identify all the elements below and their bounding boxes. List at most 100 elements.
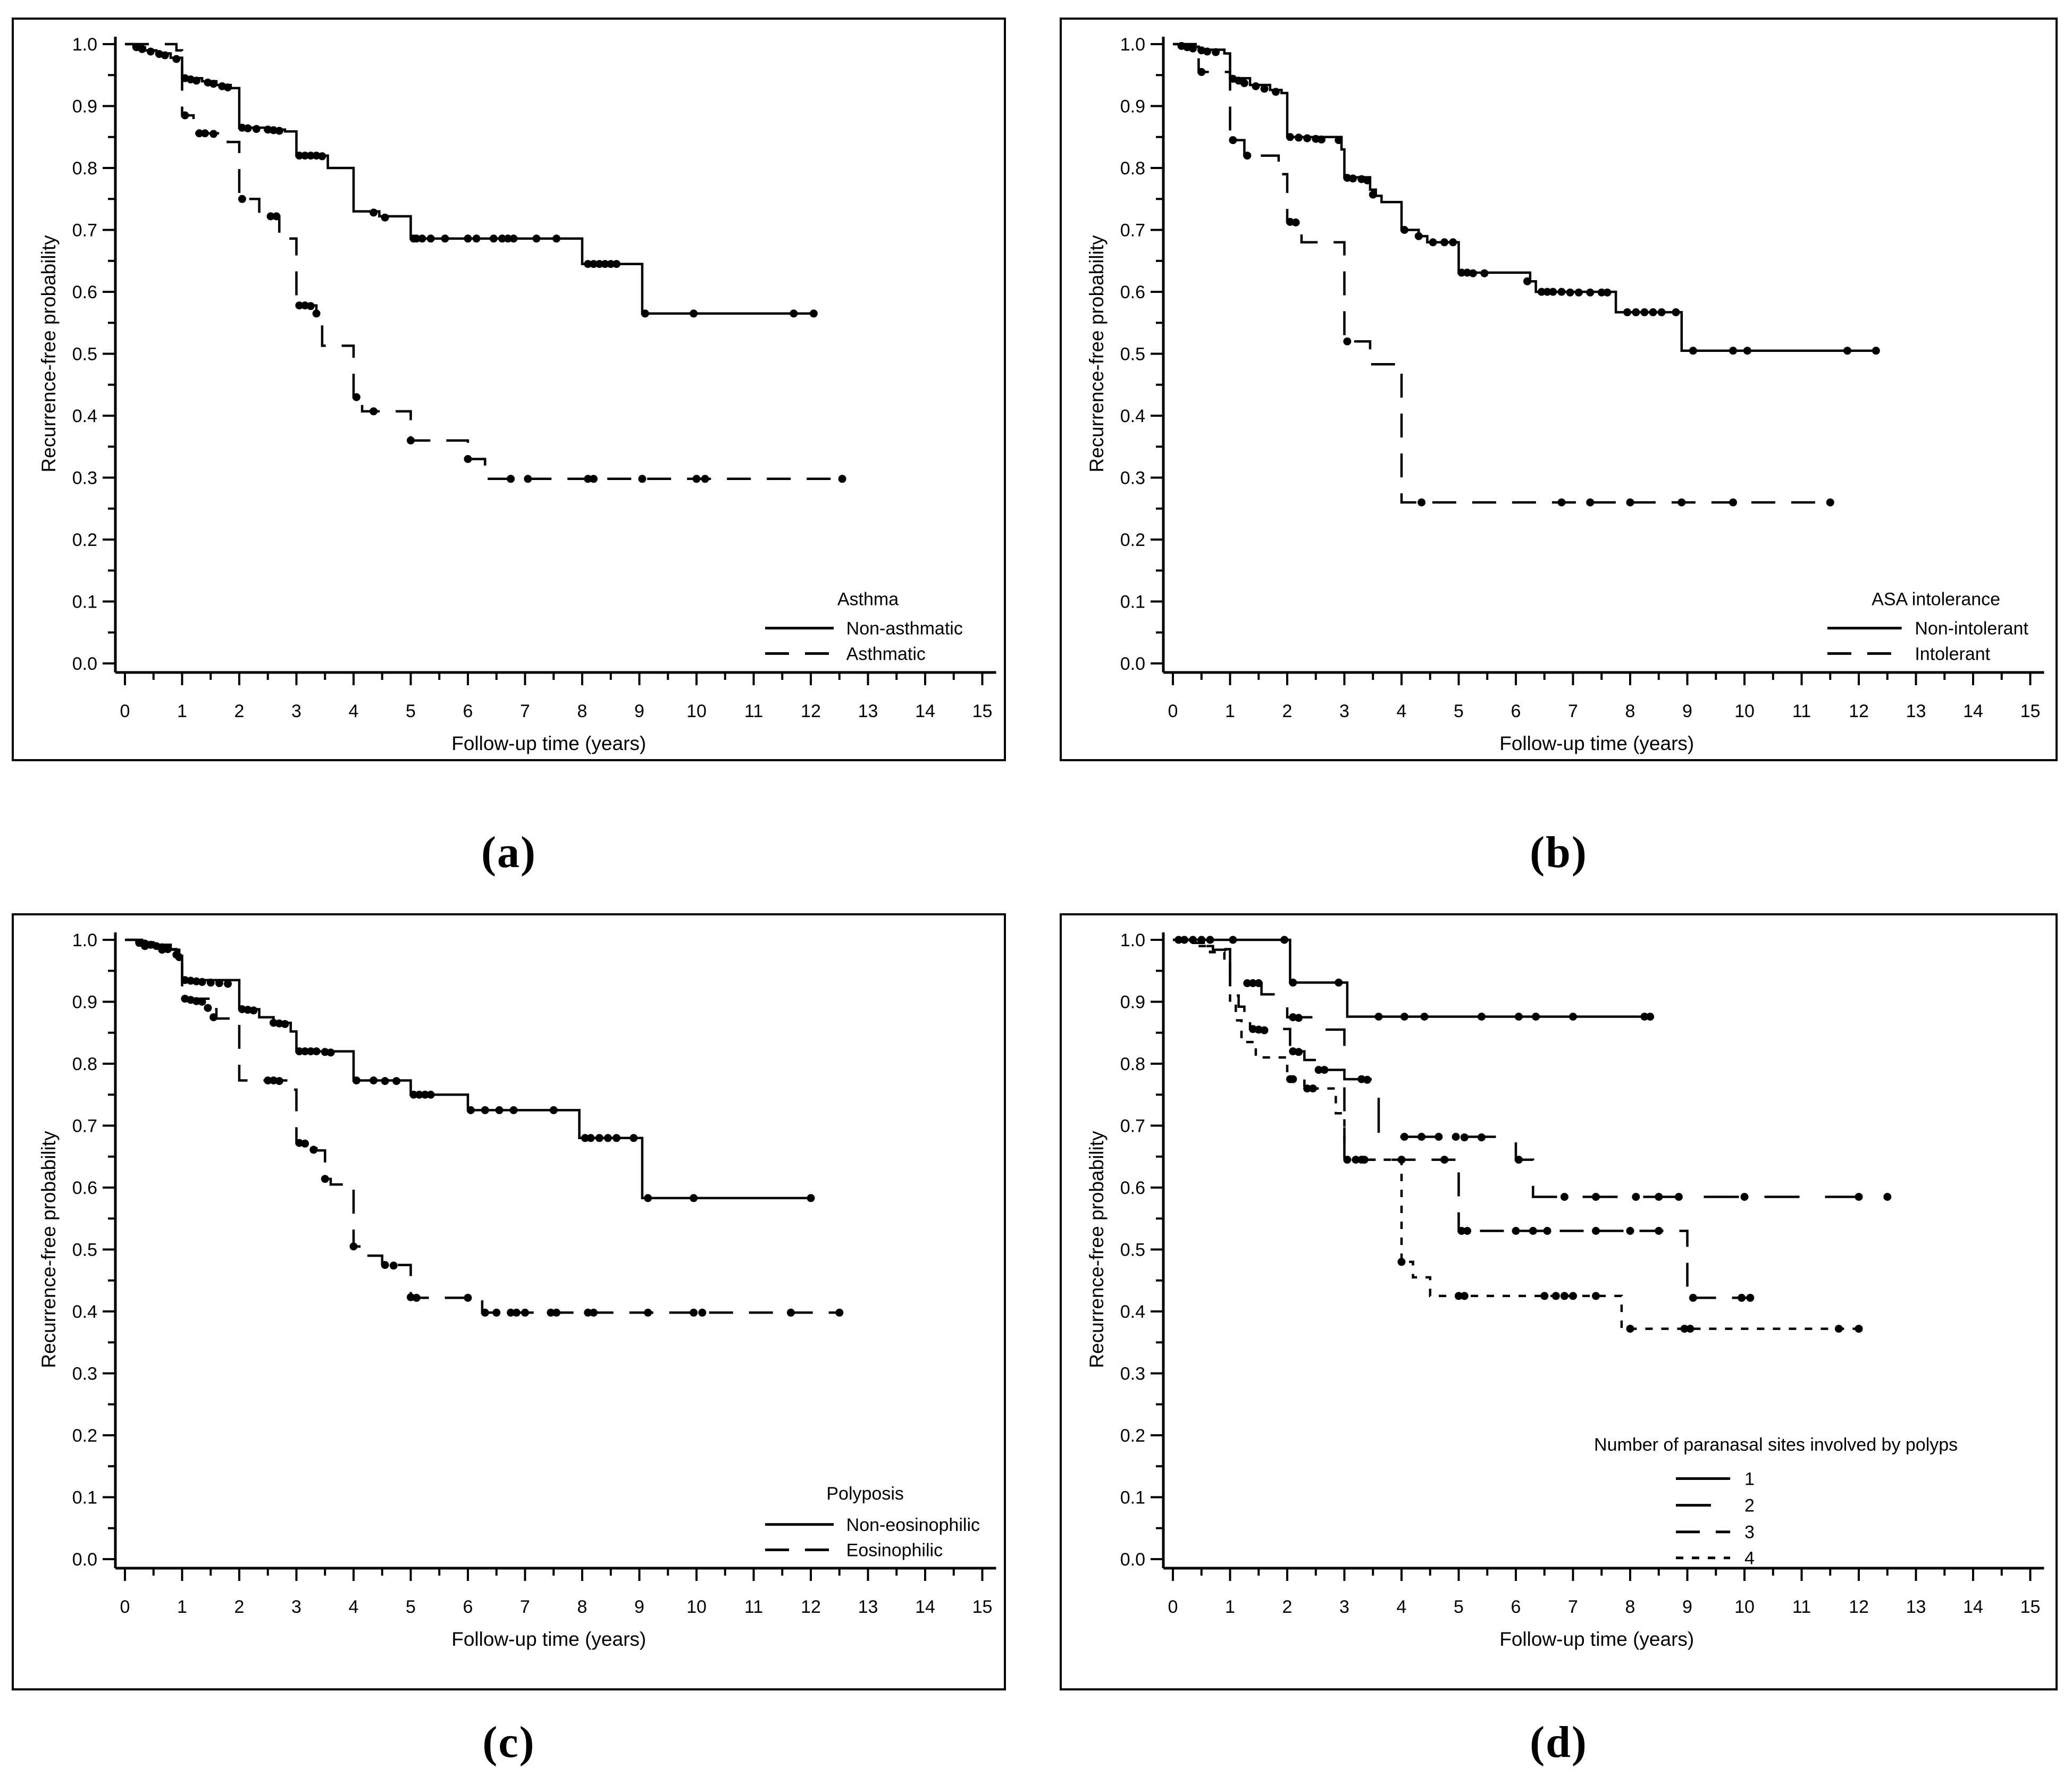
censor-mark bbox=[1349, 174, 1357, 183]
censor-mark bbox=[595, 260, 603, 268]
censor-mark bbox=[524, 475, 532, 483]
x-tick-label: 12 bbox=[801, 701, 821, 721]
panel-c-caption: (c) bbox=[12, 1704, 1006, 1781]
y-tick-label: 0.6 bbox=[1120, 282, 1145, 302]
legend-item-label: 1 bbox=[1744, 1469, 1755, 1490]
censor-mark bbox=[547, 1308, 555, 1317]
censor-mark bbox=[552, 1308, 561, 1317]
censor-mark bbox=[509, 1106, 518, 1114]
x-tick-label: 5 bbox=[406, 701, 416, 721]
censor-mark bbox=[492, 1308, 501, 1317]
censor-mark bbox=[426, 234, 435, 243]
censor-mark bbox=[1455, 1292, 1463, 1300]
censor-mark bbox=[807, 1194, 815, 1202]
censor-mark bbox=[1543, 288, 1551, 296]
y-tick-label: 0.7 bbox=[72, 221, 97, 241]
panel-c: 1.0 0.9 0.8 0.7 0.6 0.5 0.4 0.3 0.2 0.1 0.0 0 1 2 3 4 5 6… bbox=[12, 913, 1006, 1690]
censor-mark bbox=[1586, 498, 1595, 507]
censor-mark bbox=[312, 309, 321, 318]
x-tick-label: 6 bbox=[1511, 1597, 1521, 1617]
censor-mark bbox=[238, 195, 246, 203]
censor-mark bbox=[1291, 218, 1300, 226]
censor-mark bbox=[1514, 1013, 1523, 1021]
x-tick-label: 11 bbox=[1792, 701, 1811, 721]
censor-mark bbox=[1514, 1156, 1523, 1164]
x-tick-label: 8 bbox=[1625, 701, 1635, 721]
censor-mark bbox=[1512, 1227, 1520, 1235]
censor-mark bbox=[507, 1308, 515, 1317]
censor-mark bbox=[306, 1047, 315, 1056]
censor-mark bbox=[1435, 1133, 1443, 1141]
censor-mark bbox=[1480, 269, 1489, 277]
censor-mark bbox=[1574, 288, 1583, 297]
censor-mark bbox=[407, 436, 415, 445]
x-tick-label: 9 bbox=[1682, 701, 1692, 721]
censor-mark bbox=[201, 129, 209, 138]
censor-mark bbox=[464, 234, 472, 243]
censor-mark bbox=[1566, 288, 1574, 297]
censor-mark bbox=[318, 152, 326, 161]
censor-mark bbox=[1420, 1013, 1429, 1021]
censor-mark bbox=[1597, 288, 1606, 297]
censor-mark bbox=[206, 978, 215, 987]
y-tick-label: 1.0 bbox=[1120, 930, 1145, 950]
censor-mark bbox=[630, 1134, 638, 1142]
x-axis-title: Follow-up time (years) bbox=[451, 1628, 646, 1650]
censor-mark bbox=[1440, 238, 1449, 247]
x-tick-label: 8 bbox=[577, 701, 588, 721]
censor-mark bbox=[1592, 1193, 1600, 1201]
censor-mark bbox=[1674, 1193, 1683, 1201]
x-tick-label: 10 bbox=[686, 1597, 707, 1617]
censor-mark bbox=[309, 1146, 318, 1154]
y-axis-title: Recurrence-free probability bbox=[1086, 1131, 1108, 1368]
legend-item-label: 4 bbox=[1744, 1549, 1755, 1569]
panel-b-caption: (b) bbox=[1060, 812, 2058, 892]
censor-mark bbox=[495, 1106, 504, 1114]
censor-mark bbox=[790, 309, 798, 318]
censor-mark bbox=[389, 1261, 398, 1270]
legend-item-label: Intolerant bbox=[1915, 644, 1990, 664]
censor-mark bbox=[1560, 1292, 1568, 1300]
censor-mark bbox=[1551, 1292, 1560, 1300]
x-tick-label: 11 bbox=[1792, 1597, 1811, 1617]
censor-mark bbox=[1680, 1325, 1689, 1333]
legend-title: Asthma bbox=[837, 589, 899, 609]
x-tick-label: 3 bbox=[291, 701, 301, 721]
censor-mark bbox=[1532, 1013, 1540, 1021]
censor-mark bbox=[1632, 1193, 1640, 1201]
panel-d-caption-text: (d) bbox=[1530, 1718, 1588, 1767]
censor-mark bbox=[1440, 1156, 1449, 1164]
censor-mark bbox=[244, 124, 252, 132]
y-tick-label: 0.7 bbox=[72, 1116, 97, 1137]
censor-mark bbox=[1295, 1048, 1303, 1056]
x-tick-label: 15 bbox=[972, 1597, 993, 1617]
censor-mark bbox=[1335, 136, 1343, 145]
censor-mark bbox=[1569, 1292, 1577, 1300]
censor-mark bbox=[1280, 936, 1289, 944]
censor-mark bbox=[1357, 1156, 1366, 1164]
censor-mark bbox=[1260, 1026, 1269, 1034]
censor-mark bbox=[426, 1090, 435, 1099]
x-tick-label: 0 bbox=[120, 1597, 130, 1617]
censor-mark bbox=[409, 1090, 418, 1099]
censor-mark bbox=[1649, 308, 1657, 316]
censor-mark bbox=[1689, 347, 1697, 355]
x-tick-label: 13 bbox=[858, 1597, 878, 1617]
censor-mark bbox=[644, 1194, 652, 1202]
legend-item-label: Eosinophilic bbox=[846, 1541, 943, 1561]
censor-mark bbox=[1243, 152, 1252, 160]
censor-mark bbox=[1872, 347, 1880, 355]
censor-mark bbox=[224, 83, 232, 91]
censor-mark bbox=[204, 1004, 212, 1012]
x-axis-title: Follow-up time (years) bbox=[1499, 733, 1694, 754]
censor-mark bbox=[1254, 979, 1263, 987]
y-tick-label: 0.6 bbox=[72, 282, 97, 302]
x-tick-label: 11 bbox=[744, 701, 763, 721]
censor-mark bbox=[381, 1077, 389, 1085]
censor-mark bbox=[601, 260, 609, 268]
x-tick-label: 13 bbox=[858, 701, 878, 721]
y-tick-label: 0.5 bbox=[1120, 1240, 1145, 1260]
x-tick-label: 6 bbox=[463, 1597, 473, 1617]
censor-mark bbox=[1289, 978, 1297, 987]
censor-mark bbox=[370, 1076, 378, 1084]
